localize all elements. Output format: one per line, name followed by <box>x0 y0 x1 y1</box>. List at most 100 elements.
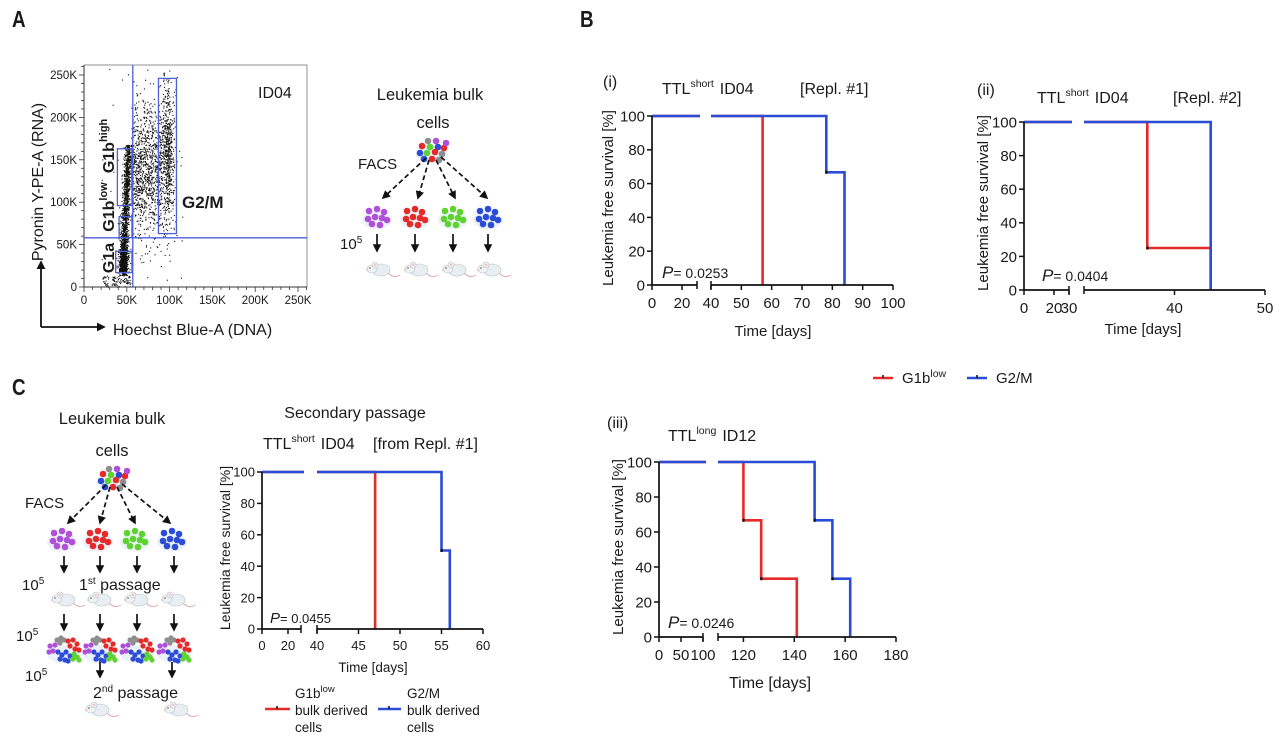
event-point <box>121 233 123 235</box>
event-point <box>126 186 128 188</box>
event-point <box>155 167 157 169</box>
event-point <box>123 245 125 247</box>
legend-b: G1blow G2/M <box>873 368 1033 387</box>
event-point <box>123 241 125 243</box>
event-point <box>123 190 125 192</box>
event-point <box>146 155 148 157</box>
event-point <box>150 172 152 174</box>
event-point <box>163 80 165 82</box>
event-point <box>123 211 125 213</box>
event-point <box>163 72 165 74</box>
event-point <box>139 154 141 156</box>
cell-dot <box>365 207 373 215</box>
event-point <box>121 235 123 237</box>
event-point <box>129 165 131 167</box>
event-point <box>156 165 158 167</box>
event-point <box>127 151 129 153</box>
event-point <box>139 93 141 95</box>
event-point <box>125 214 127 216</box>
event-point <box>173 190 175 192</box>
event-point <box>121 187 123 189</box>
event-point <box>166 279 168 281</box>
event-point <box>160 147 162 149</box>
event-point <box>115 283 117 285</box>
event-point <box>128 178 130 180</box>
event-point <box>149 190 151 192</box>
event-point <box>120 262 122 264</box>
cell-dot <box>115 471 123 479</box>
event-point <box>148 188 150 190</box>
event-point <box>133 193 135 195</box>
event-point <box>147 253 149 255</box>
event-point <box>136 154 138 156</box>
event-point <box>128 224 130 226</box>
event-point <box>138 192 140 194</box>
first-passage-label: 1st passage <box>79 576 161 594</box>
event-point <box>127 195 129 197</box>
event-point <box>164 155 166 157</box>
panel-c: C Leukemia bulk cells FACS 105 1st passa… <box>12 375 490 735</box>
event-point <box>156 177 158 179</box>
event-point <box>142 148 144 150</box>
event-point <box>125 159 127 161</box>
event-point <box>167 169 169 171</box>
event-point <box>126 184 128 186</box>
event-point <box>162 202 164 204</box>
event-point <box>160 164 162 166</box>
event-point <box>141 132 143 134</box>
event-point <box>141 164 143 166</box>
cell-dot <box>165 649 171 655</box>
event-point <box>170 184 172 186</box>
event-point <box>161 182 163 184</box>
event-point <box>152 191 154 193</box>
event-point <box>127 189 129 191</box>
event-point <box>165 168 167 170</box>
cell-dot <box>82 649 88 655</box>
event-point <box>122 269 124 271</box>
event-point <box>171 202 173 204</box>
event-point <box>147 154 149 156</box>
event-point <box>168 132 170 134</box>
event-point <box>151 137 153 139</box>
event-point <box>122 268 124 270</box>
event-point <box>122 247 124 249</box>
event-point <box>157 166 159 168</box>
cell-dot <box>121 472 129 480</box>
event-point <box>133 183 135 185</box>
event-point <box>162 139 164 141</box>
dashed-sort-arrow <box>381 157 427 200</box>
survival-curve-g1b-low <box>659 460 799 637</box>
event-point <box>140 156 142 158</box>
event-point <box>153 83 155 85</box>
event-point <box>144 110 146 112</box>
event-point <box>124 146 126 148</box>
event-point <box>156 171 158 173</box>
event-point <box>160 250 162 252</box>
event-point <box>176 161 178 163</box>
event-point <box>159 167 161 169</box>
mouse-ear-inner <box>449 263 453 267</box>
event-point <box>163 135 165 137</box>
event-point <box>164 208 166 210</box>
event-point <box>123 243 125 245</box>
event-point <box>167 149 169 151</box>
event-point <box>147 180 149 182</box>
event-point <box>168 201 170 203</box>
event-point <box>165 138 167 140</box>
event-point <box>128 161 130 163</box>
event-point <box>125 245 127 247</box>
event-point <box>163 98 165 100</box>
event-point <box>127 156 129 158</box>
event-point <box>128 184 130 186</box>
event-point <box>165 127 167 129</box>
event-point <box>172 202 174 204</box>
event-point <box>126 275 128 277</box>
event-point <box>136 93 138 95</box>
cell-dot <box>57 640 63 646</box>
event-point <box>126 249 128 251</box>
event-point <box>159 111 161 113</box>
event-point <box>128 191 130 193</box>
event-point <box>127 209 129 211</box>
event-point <box>171 192 173 194</box>
event-point <box>170 162 172 164</box>
